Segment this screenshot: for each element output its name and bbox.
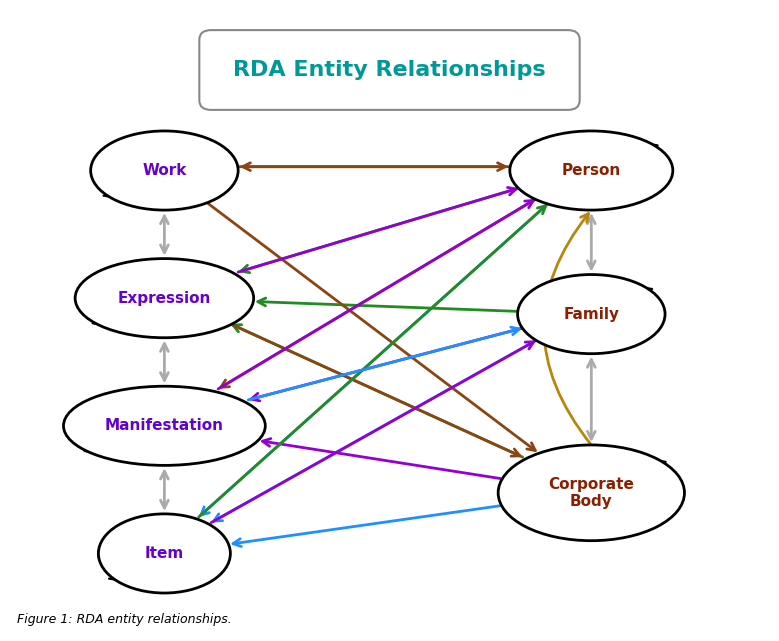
FancyArrowPatch shape bbox=[199, 206, 546, 517]
FancyArrowPatch shape bbox=[160, 344, 168, 380]
FancyArrowPatch shape bbox=[98, 526, 118, 580]
Text: Manifestation: Manifestation bbox=[105, 419, 224, 433]
Text: Item: Item bbox=[145, 546, 184, 561]
Text: RDA Entity Relationships: RDA Entity Relationships bbox=[233, 60, 546, 80]
Text: Person: Person bbox=[562, 163, 621, 178]
FancyArrowPatch shape bbox=[643, 288, 663, 342]
FancyArrowPatch shape bbox=[233, 325, 523, 457]
FancyArrowPatch shape bbox=[648, 144, 668, 198]
Ellipse shape bbox=[499, 445, 685, 541]
FancyArrowPatch shape bbox=[201, 204, 548, 515]
FancyArrowPatch shape bbox=[82, 271, 102, 324]
Ellipse shape bbox=[98, 514, 231, 593]
FancyArrowPatch shape bbox=[208, 204, 535, 451]
FancyArrowPatch shape bbox=[242, 163, 509, 171]
FancyArrowPatch shape bbox=[93, 143, 113, 197]
FancyArrowPatch shape bbox=[657, 461, 681, 526]
FancyArrowPatch shape bbox=[587, 216, 595, 269]
FancyArrowPatch shape bbox=[258, 298, 516, 312]
FancyArrowPatch shape bbox=[74, 398, 93, 452]
FancyArrowPatch shape bbox=[233, 506, 500, 547]
FancyArrowPatch shape bbox=[544, 213, 590, 444]
FancyBboxPatch shape bbox=[199, 30, 580, 110]
FancyArrowPatch shape bbox=[252, 328, 522, 401]
FancyArrowPatch shape bbox=[218, 201, 534, 389]
Ellipse shape bbox=[75, 258, 254, 338]
Text: Work: Work bbox=[143, 163, 187, 178]
FancyArrowPatch shape bbox=[587, 360, 595, 439]
FancyArrowPatch shape bbox=[249, 327, 520, 400]
FancyArrowPatch shape bbox=[239, 163, 506, 171]
FancyArrowPatch shape bbox=[230, 324, 520, 456]
Ellipse shape bbox=[517, 274, 665, 354]
Ellipse shape bbox=[509, 131, 673, 210]
Text: Corporate
Body: Corporate Body bbox=[548, 477, 634, 509]
FancyArrowPatch shape bbox=[238, 187, 516, 272]
FancyArrowPatch shape bbox=[241, 188, 519, 272]
FancyArrowPatch shape bbox=[263, 438, 501, 479]
FancyArrowPatch shape bbox=[160, 471, 168, 508]
Text: Figure 1: RDA entity relationships.: Figure 1: RDA entity relationships. bbox=[17, 613, 231, 626]
Text: Expression: Expression bbox=[118, 290, 211, 306]
FancyArrowPatch shape bbox=[214, 340, 537, 521]
FancyArrowPatch shape bbox=[221, 199, 536, 387]
FancyArrowPatch shape bbox=[211, 342, 534, 522]
FancyArrowPatch shape bbox=[160, 216, 168, 253]
Ellipse shape bbox=[63, 387, 266, 465]
Text: Family: Family bbox=[563, 306, 619, 322]
Ellipse shape bbox=[90, 131, 238, 210]
